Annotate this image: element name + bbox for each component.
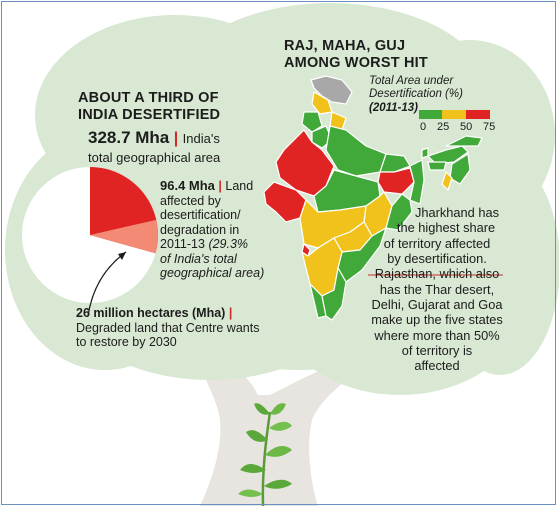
annotation-line7: Delhi, Gujarat and Goa <box>371 297 503 313</box>
stat-total-area: 328.7 Mha | India's total geographical a… <box>88 128 220 165</box>
stat-restore-value: 26 million hectares (Mha) <box>76 306 226 320</box>
legend-title-line1: Total Area under <box>369 75 454 87</box>
stat-affected-value: 96.4 Mha <box>160 178 215 193</box>
stat-affected-line7: geographical area) <box>160 266 265 280</box>
map-region-bihar <box>379 153 411 173</box>
annotation-line6: has the Thar desert, <box>379 281 495 297</box>
legend-tick-75: 75 <box>483 121 496 133</box>
legend-title-line2: Desertification (%) <box>369 88 463 101</box>
annotation-line10: of territory is <box>401 343 473 359</box>
pie-slice-restore <box>90 219 158 254</box>
left-title-line2: INDIA DESERTIFIED <box>78 106 221 123</box>
map-legend-bar <box>419 110 490 119</box>
map-legend-title: Total Area under Desertification (%) (20… <box>369 75 463 115</box>
stat-restore-line1: Degraded land that Centre wants <box>76 320 260 335</box>
legend-tick-25: 25 <box>437 121 450 133</box>
map-region-punjab <box>301 111 323 133</box>
stat-total-value: 328.7 Mha <box>88 128 170 147</box>
left-title: ABOUT A THIRD OF INDIA DESERTIFIED <box>78 90 220 124</box>
stat-affected-line6: of India's total <box>160 251 237 266</box>
legend-swatch-high <box>466 110 490 119</box>
stat-affected-line2: affected by <box>160 193 221 208</box>
map-title-line1: RAJ, MAHA, GUJ <box>284 38 406 54</box>
stat-affected-line3: desertification/ <box>160 208 241 222</box>
annotation-line11: affected <box>414 358 460 374</box>
annotation-line1: Jharkhand has <box>415 205 499 220</box>
stat-affected-line4: degradation in <box>160 222 240 237</box>
left-title-line1: ABOUT A THIRD OF <box>78 90 219 106</box>
annotation-line3: of territory affected <box>383 235 491 251</box>
legend-swatch-mid <box>442 110 466 119</box>
map-region-jharkhand <box>377 167 415 195</box>
map-region-jk <box>310 75 353 105</box>
stat-restore-sep: | <box>228 306 233 320</box>
annotation-line8: make up the five states <box>371 312 503 328</box>
map-title: RAJ, MAHA, GUJ AMONG WORST HIT <box>284 38 428 72</box>
map-region-tn <box>321 267 347 321</box>
annotation-line4: by desertification. <box>387 251 487 267</box>
land-pie-chart <box>22 167 158 303</box>
map-region-meghalaya <box>427 161 447 171</box>
annotation-line5: Rajasthan, which also <box>374 266 500 282</box>
map-region-gujarat <box>263 181 307 223</box>
legend-period: (2011-13) <box>369 101 419 114</box>
stat-restore: 26 million hectares (Mha) | Degraded lan… <box>76 306 321 350</box>
india-map <box>263 75 483 321</box>
stat-affected-sep: | <box>218 179 222 193</box>
stat-restore-line2: to restore by 2030 <box>76 335 177 349</box>
annotation-line2: the highest share <box>396 220 496 236</box>
map-region-wb <box>409 159 425 205</box>
annotation-block: Jharkhand has the highest share of terri… <box>352 205 522 374</box>
stat-affected: 96.4 Mha | Land affected by desertificat… <box>160 178 300 281</box>
stat-affected-line5a: 2011-13 <box>160 237 205 251</box>
pointer-arrowhead <box>118 252 126 260</box>
annotation-line9: where more than 50% <box>374 327 500 343</box>
map-title-line2: AMONG WORST HIT <box>284 54 428 71</box>
map-region-arunachal <box>445 135 483 147</box>
stat-total-sep: | <box>173 130 179 147</box>
legend-tick-50: 50 <box>460 121 473 133</box>
stat-total-desc2: total geographical area <box>88 149 221 165</box>
map-region-hp <box>311 91 333 115</box>
map-region-tripura <box>441 171 453 191</box>
stat-total-desc1: India's <box>182 131 220 146</box>
stat-affected-line5b: (29.3% <box>208 237 249 251</box>
legend-swatch-low <box>419 110 442 119</box>
legend-tick-0: 0 <box>420 121 427 133</box>
seedling-icon <box>238 403 292 507</box>
stat-affected-line1: Land <box>225 179 254 193</box>
